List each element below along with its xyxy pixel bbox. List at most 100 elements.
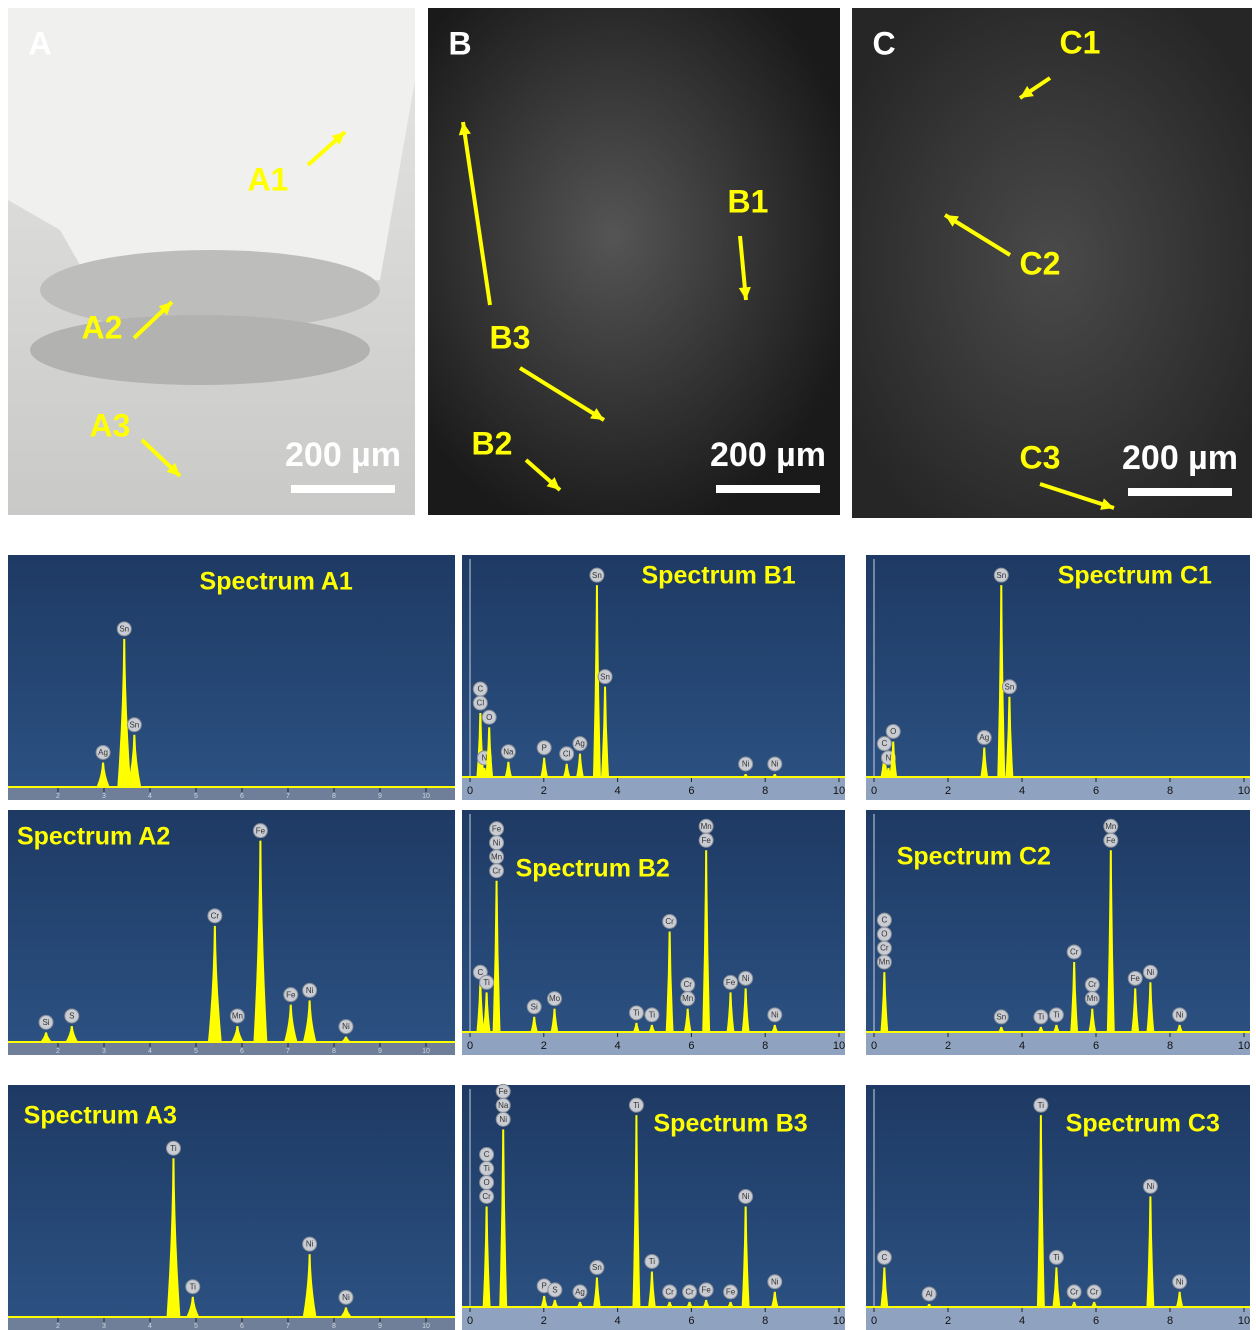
x-tick-label: 9 — [378, 1323, 382, 1330]
peak-label: Ti — [483, 978, 490, 987]
peak-label: Cr — [1090, 1288, 1099, 1297]
x-tick-label: 6 — [240, 1323, 244, 1330]
image-label: A3 — [90, 407, 131, 443]
x-tick-label: 2 — [56, 793, 60, 800]
peak-label: Fe — [492, 824, 502, 833]
figure: AA1A2A3200 µmBB1B2B3200 µmCC1C2C3200 µm2… — [0, 0, 1256, 1330]
x-tick-label: 10 — [422, 1048, 430, 1055]
peak-label: P — [541, 1281, 546, 1290]
peak-label: S — [552, 1285, 557, 1294]
peak-label: Fe — [256, 826, 266, 835]
x-tick-label: 10 — [422, 1323, 430, 1330]
axis-strip — [462, 778, 845, 800]
x-tick-label: 6 — [240, 793, 244, 800]
x-tick-label: 6 — [688, 1040, 694, 1052]
peak-label: Ni — [1176, 1277, 1184, 1286]
peak-label: Cr — [665, 1288, 674, 1297]
spectrum-title: Spectrum C3 — [1066, 1110, 1220, 1138]
x-tick-label: 3 — [102, 1323, 106, 1330]
scale-label: 200 µm — [285, 436, 401, 474]
peak-label: O — [483, 1178, 489, 1187]
peak-label: Al — [926, 1290, 933, 1299]
x-tick-label: 0 — [467, 785, 473, 797]
x-tick-label: 10 — [833, 1315, 845, 1327]
x-tick-label: 9 — [378, 793, 382, 800]
image-label: A1 — [248, 161, 289, 197]
axis-strip — [8, 1318, 455, 1330]
peak-label: Ni — [1147, 968, 1155, 977]
peak-label: Sn — [592, 571, 602, 580]
x-tick-label: 0 — [871, 1040, 877, 1052]
x-tick-label: 2 — [541, 1315, 547, 1327]
spectrum-title: Spectrum B2 — [516, 855, 670, 883]
peak-label: C — [484, 1150, 490, 1159]
peak-label: Ni — [742, 760, 750, 769]
peak-label: O — [890, 727, 896, 736]
x-tick-label: 10 — [1238, 1040, 1250, 1052]
x-tick-label: 5 — [194, 1323, 198, 1330]
peak-label: Ni — [306, 986, 314, 995]
x-tick-label: 10 — [1238, 785, 1250, 797]
image-label: C1 — [1060, 24, 1101, 60]
x-tick-label: 6 — [688, 785, 694, 797]
peak-label: Cr — [685, 1288, 694, 1297]
scale-bar — [291, 485, 395, 493]
peak-label: Ni — [771, 760, 779, 769]
peak-label: N — [482, 753, 488, 762]
scale-bar — [716, 485, 820, 493]
x-tick-label: 2 — [56, 1323, 60, 1330]
peak-label: Sn — [996, 1013, 1006, 1022]
peak-label: Cr — [492, 866, 501, 875]
peak-label: Ni — [342, 1293, 350, 1302]
peak-label: Ni — [742, 1192, 750, 1201]
scale-bar — [1128, 488, 1232, 496]
x-tick-label: 2 — [945, 1040, 951, 1052]
peak-label: Mn — [701, 822, 712, 831]
peak-label: Ti — [1053, 1010, 1060, 1019]
x-tick-label: 8 — [762, 785, 768, 797]
peak-label: Ti — [649, 1010, 656, 1019]
peak-label: Fe — [1131, 974, 1141, 983]
image-label: B1 — [728, 183, 769, 219]
peak-label: Na — [503, 747, 514, 756]
x-tick-label: 4 — [615, 1315, 621, 1327]
peak-label: Sn — [592, 1263, 602, 1272]
peak-label: Cr — [1070, 948, 1079, 957]
scale-label: 200 µm — [1122, 439, 1238, 477]
peak-label: Ti — [1053, 1253, 1060, 1262]
spectrum-title: Spectrum A3 — [24, 1102, 177, 1130]
x-tick-label: 8 — [762, 1315, 768, 1327]
peak-label: Fe — [726, 1288, 736, 1297]
peak-label: Ni — [1176, 1010, 1184, 1019]
x-tick-label: 6 — [688, 1315, 694, 1327]
x-tick-label: 7 — [286, 793, 290, 800]
peak-label: Mn — [1105, 822, 1116, 831]
peak-label: Si — [531, 1002, 538, 1011]
x-tick-label: 3 — [102, 793, 106, 800]
spectrum-title: Spectrum C1 — [1058, 562, 1212, 590]
peak-label: Fe — [499, 1087, 509, 1096]
x-tick-label: 4 — [148, 1048, 152, 1055]
peak-label: Mn — [1087, 994, 1098, 1003]
peak-label: Fe — [1106, 836, 1116, 845]
spectrum-title: Spectrum A1 — [200, 568, 353, 596]
panel-letter: C — [872, 25, 895, 61]
image-label: C2 — [1020, 245, 1061, 281]
x-tick-label: 5 — [194, 1048, 198, 1055]
axis-strip — [866, 778, 1250, 800]
x-tick-label: 3 — [102, 1048, 106, 1055]
peak-label: Ti — [633, 1008, 640, 1017]
axis-strip — [462, 1033, 845, 1055]
peak-label: Fe — [701, 836, 711, 845]
x-tick-label: 8 — [1167, 1315, 1173, 1327]
x-tick-label: 8 — [332, 1048, 336, 1055]
peak-label: Cr — [683, 980, 692, 989]
axis-strip — [866, 1308, 1250, 1330]
peak-label: Cr — [665, 917, 674, 926]
x-tick-label: 10 — [1238, 1315, 1250, 1327]
peak-label: Cl — [477, 699, 485, 708]
x-tick-label: 8 — [762, 1040, 768, 1052]
peak-label: O — [486, 713, 492, 722]
peak-label: Ti — [633, 1101, 640, 1110]
peak-label: Sn — [119, 625, 129, 634]
